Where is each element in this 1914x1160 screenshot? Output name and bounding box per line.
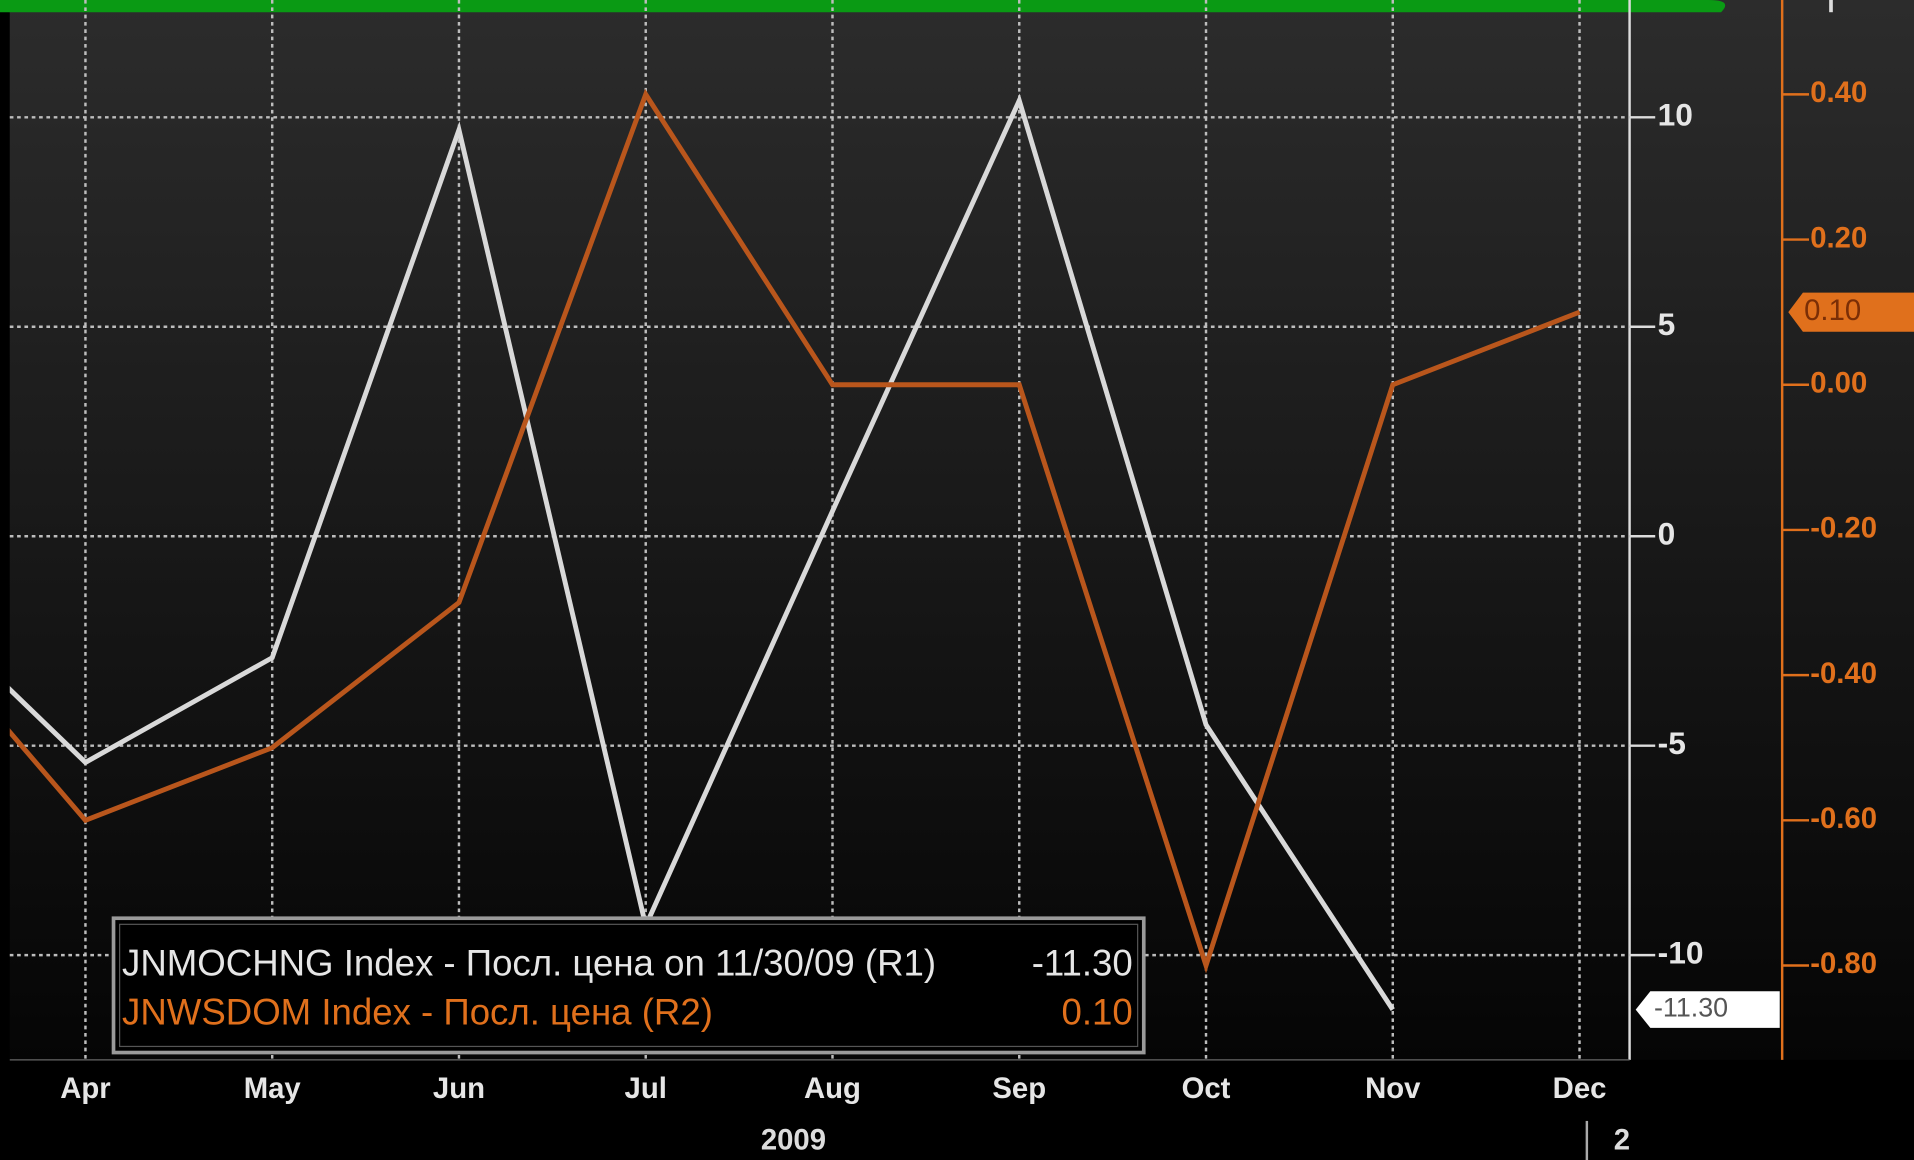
y-tick-label: 5 [1658, 306, 1676, 342]
y-tick-label: 0 [1658, 516, 1676, 552]
year-label: 2 [1614, 1123, 1630, 1156]
y2-tick-label: 0.00 [1810, 366, 1867, 399]
y2-tick-label: -0.60 [1810, 802, 1877, 835]
year-label: 2009 [761, 1123, 826, 1156]
x-tick-label: Sep [992, 1072, 1046, 1105]
x-tick-label: May [244, 1072, 302, 1105]
last-value-tag [1788, 292, 1914, 332]
y-tick-label: -10 [1658, 935, 1704, 971]
y2-tick-label: 0.20 [1810, 221, 1867, 254]
legend-label: JNWSDOM Index - Посл. цена (R2) [122, 991, 713, 1032]
x-tick-label: Oct [1182, 1072, 1231, 1105]
legend-value: 0.10 [1062, 991, 1133, 1032]
y2-tick-label: -0.40 [1810, 657, 1877, 690]
x-tick-label: Nov [1365, 1072, 1421, 1105]
x-tick-label: Jul [625, 1072, 667, 1105]
x-tick-label: Jun [433, 1072, 485, 1105]
x-tick-label: Aug [804, 1072, 861, 1105]
y2-tick-label: 0.40 [1810, 76, 1867, 109]
series-line [9, 88, 1581, 974]
legend-label: JNMOCHNG Index - Посл. цена on 11/30/09 … [122, 943, 936, 984]
legend-value: -11.30 [1032, 943, 1133, 984]
y-tick-label: 10 [1658, 97, 1693, 133]
legend-inner [119, 923, 1139, 1048]
x-tick-label: Dec [1553, 1072, 1607, 1105]
legend-box [111, 916, 1146, 1055]
y2-tick-label: -0.80 [1810, 947, 1877, 980]
plot-area [9, 0, 1630, 1060]
y-tick-label: -5 [1658, 725, 1686, 761]
x-tick-label: Apr [60, 1072, 110, 1105]
top-bar [0, 0, 1726, 13]
last-value-tag [1635, 991, 1780, 1028]
last-value-label: 0.10 [1804, 294, 1861, 327]
last-value-label: -11.30 [1654, 993, 1728, 1023]
labels: -10 -5 0 5 10 0.40 0.20 0.00 -0.20 -0.40 -0.60 -0.8… [60, 76, 1914, 1105]
y2-tick-label: -0.20 [1810, 512, 1877, 545]
r1-axis-area [1629, 0, 1783, 1060]
